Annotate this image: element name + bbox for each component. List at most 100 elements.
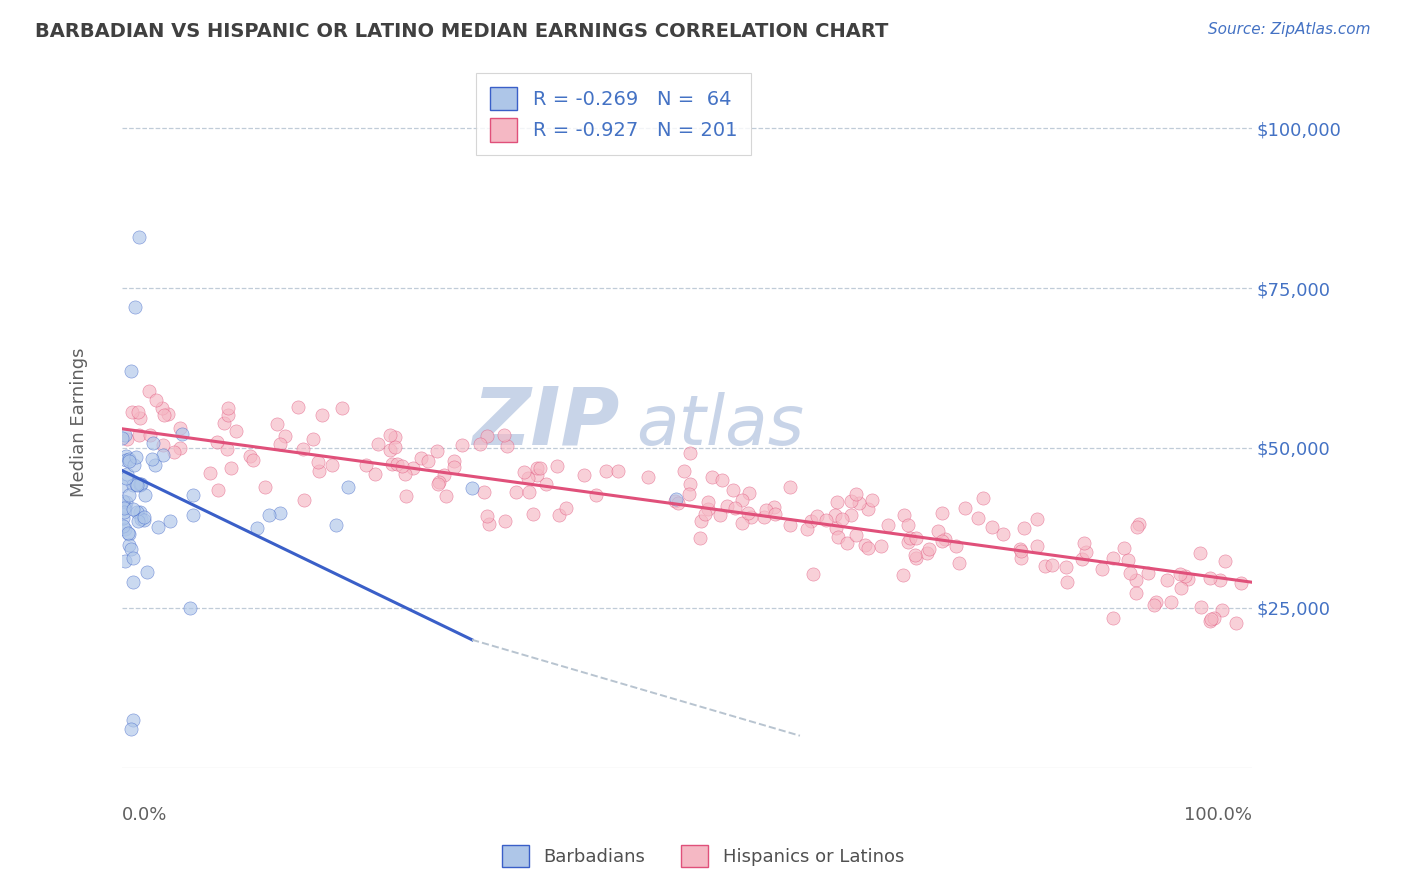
Point (212, 416, 235, 430)
Point (1116, 553, 1139, 567)
Point (380, 442, 402, 457)
Point (1204, 610, 1226, 624)
Point (124, 477, 146, 491)
Point (122, 574, 145, 589)
Point (321, 458, 343, 473)
Point (135, 566, 157, 580)
Point (114, 471, 136, 485)
Point (526, 461, 548, 475)
Point (159, 514, 181, 528)
Point (200, 466, 222, 480)
Point (134, 488, 156, 502)
Point (443, 460, 465, 475)
Point (806, 508, 828, 523)
Legend: Barbadians, Hispanics or Latinos: Barbadians, Hispanics or Latinos (495, 838, 911, 874)
Point (330, 401, 353, 415)
Point (763, 507, 786, 521)
Point (945, 539, 967, 553)
Point (114, 428, 136, 442)
Point (142, 435, 165, 450)
Point (118, 454, 141, 468)
Point (129, 505, 152, 519)
Point (114, 553, 136, 567)
Point (1026, 539, 1049, 553)
Point (856, 502, 879, 516)
Point (1091, 562, 1114, 576)
Point (179, 601, 201, 615)
Point (927, 524, 949, 538)
Point (779, 480, 801, 494)
Point (918, 542, 941, 557)
Point (172, 427, 194, 442)
Point (779, 518, 801, 533)
Legend: R = -0.269   N =  64, R = -0.927   N = 201: R = -0.269 N = 64, R = -0.927 N = 201 (477, 73, 751, 155)
Point (981, 520, 1004, 534)
Point (394, 467, 416, 482)
Point (494, 514, 516, 528)
Point (517, 484, 540, 499)
Point (120, 541, 142, 556)
Point (897, 517, 920, 532)
Point (311, 409, 333, 423)
Point (1128, 517, 1150, 532)
Point (1168, 567, 1191, 582)
Point (132, 513, 155, 527)
Point (257, 508, 280, 523)
Point (163, 445, 186, 459)
Point (678, 487, 700, 501)
Point (893, 508, 915, 523)
Point (831, 512, 853, 526)
Point (129, 477, 152, 491)
Point (492, 427, 515, 442)
Point (1211, 603, 1233, 617)
Point (292, 442, 315, 456)
Point (117, 525, 139, 540)
Text: ZIP: ZIP (471, 384, 619, 461)
Point (475, 429, 498, 443)
Point (336, 480, 359, 494)
Point (755, 502, 778, 516)
Point (825, 521, 848, 535)
Point (169, 420, 191, 434)
Point (546, 459, 568, 474)
Point (853, 538, 876, 552)
Point (387, 457, 409, 471)
Point (891, 567, 914, 582)
Point (1074, 544, 1097, 558)
Point (125, 478, 148, 492)
Point (156, 407, 179, 421)
Point (111, 519, 134, 533)
Point (152, 448, 174, 462)
Point (129, 512, 152, 526)
Point (695, 508, 717, 522)
Text: BARBADIAN VS HISPANIC OR LATINO MEDIAN EARNINGS CORRELATION CHART: BARBADIAN VS HISPANIC OR LATINO MEDIAN E… (35, 22, 889, 41)
Point (150, 401, 173, 416)
Point (128, 427, 150, 442)
Point (752, 510, 775, 524)
Point (127, 514, 149, 528)
Point (1054, 560, 1077, 574)
Point (138, 384, 160, 398)
Point (141, 451, 163, 466)
Point (721, 483, 744, 497)
Point (814, 513, 837, 527)
Point (125, 505, 148, 519)
Point (1137, 566, 1160, 580)
Point (478, 517, 501, 532)
Point (117, 432, 139, 446)
Point (122, 713, 145, 727)
Point (897, 535, 920, 549)
Point (122, 458, 145, 473)
Point (152, 438, 174, 452)
Point (1198, 614, 1220, 628)
Point (391, 458, 413, 473)
Point (1225, 615, 1247, 630)
Point (529, 461, 551, 475)
Point (1199, 612, 1222, 626)
Point (513, 465, 536, 479)
Point (709, 508, 731, 523)
Point (1160, 594, 1182, 608)
Point (697, 501, 720, 516)
Point (1114, 541, 1136, 555)
Point (302, 432, 325, 446)
